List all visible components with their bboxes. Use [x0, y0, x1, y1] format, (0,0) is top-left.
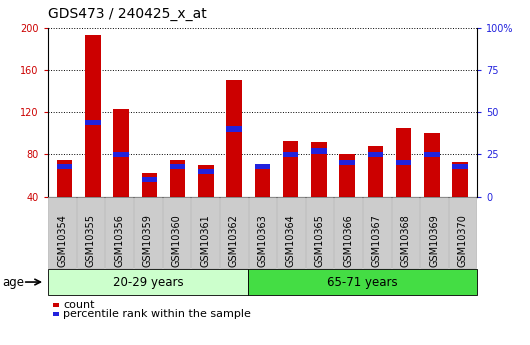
Text: GSM10359: GSM10359 — [143, 215, 153, 267]
Text: GSM10361: GSM10361 — [200, 215, 210, 267]
Bar — [113, 109, 129, 197]
Bar — [170, 160, 185, 197]
Bar — [170, 164, 185, 169]
Bar — [57, 160, 73, 197]
Bar — [254, 164, 270, 169]
Bar — [113, 152, 129, 157]
Text: GSM10355: GSM10355 — [86, 214, 95, 267]
Bar — [339, 155, 355, 197]
Text: 65-71 years: 65-71 years — [327, 276, 398, 288]
Bar — [339, 160, 355, 166]
Text: GSM10362: GSM10362 — [229, 215, 239, 267]
Bar — [254, 165, 270, 197]
Text: GSM10370: GSM10370 — [458, 215, 467, 267]
Bar — [226, 126, 242, 132]
Bar — [424, 133, 439, 197]
Bar — [368, 146, 383, 197]
Bar — [283, 152, 298, 157]
Text: GSM10369: GSM10369 — [429, 215, 439, 267]
Bar — [226, 80, 242, 197]
Text: GSM10366: GSM10366 — [343, 215, 353, 267]
Bar — [311, 142, 326, 197]
Text: GSM10354: GSM10354 — [57, 215, 67, 267]
Text: GDS473 / 240425_x_at: GDS473 / 240425_x_at — [48, 7, 207, 21]
Bar — [142, 177, 157, 183]
Bar — [198, 165, 214, 197]
Bar — [452, 164, 468, 169]
Bar — [198, 169, 214, 174]
Text: count: count — [63, 300, 94, 310]
Bar — [283, 141, 298, 197]
Text: GSM10356: GSM10356 — [114, 215, 124, 267]
Text: GSM10368: GSM10368 — [401, 215, 410, 267]
Text: 20-29 years: 20-29 years — [112, 276, 183, 288]
Bar — [396, 160, 411, 166]
Text: age: age — [3, 276, 25, 288]
Bar — [368, 152, 383, 157]
Bar — [85, 35, 101, 197]
Bar — [311, 148, 326, 154]
Bar — [452, 162, 468, 197]
Text: GSM10367: GSM10367 — [372, 215, 382, 267]
Bar — [396, 128, 411, 197]
Text: GSM10364: GSM10364 — [286, 215, 296, 267]
Text: GSM10363: GSM10363 — [258, 215, 267, 267]
Text: GSM10365: GSM10365 — [315, 215, 324, 267]
Bar — [142, 174, 157, 197]
Text: percentile rank within the sample: percentile rank within the sample — [63, 309, 251, 318]
Text: GSM10360: GSM10360 — [172, 215, 181, 267]
Bar — [85, 120, 101, 125]
Bar — [424, 152, 439, 157]
Bar — [57, 164, 73, 169]
